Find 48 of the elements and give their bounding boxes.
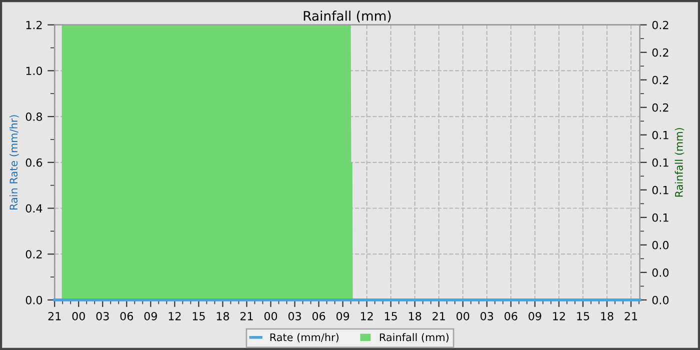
x-tick-label: 09: [528, 312, 542, 320]
y-tick-label: 0.8: [26, 112, 42, 121]
x-tick-label: 21: [432, 312, 445, 320]
y2-tick-label: 0.2: [652, 103, 668, 112]
y2-tick-label: 0.1: [652, 213, 668, 222]
y-tick-label: 1.0: [26, 66, 42, 76]
y-tick-label: 0.0: [26, 296, 42, 304]
x-tick-label: 21: [624, 312, 638, 320]
x-tick-label: 03: [288, 312, 301, 320]
x-tick-label: 15: [577, 312, 590, 320]
chart-title: Rainfall (mm): [304, 10, 391, 22]
x-tick-label: 00: [72, 312, 85, 320]
y2-tick-label: 0.2: [652, 48, 668, 57]
y-tick-label: 1.2: [26, 20, 42, 30]
x-tick-label: 00: [264, 312, 278, 320]
legend-label: Rainfall (mm): [380, 333, 448, 342]
x-tick-label: 12: [553, 312, 565, 320]
y2-tick-label: 0.1: [652, 186, 668, 194]
y2-tick-label: 0.0: [652, 296, 669, 304]
y2-tick-label: 0.0: [652, 268, 669, 277]
x-tick-label: 15: [384, 312, 397, 320]
x-tick-label: 12: [360, 312, 373, 320]
x-tick-label: 18: [408, 312, 422, 320]
y-tick-label: 0.4: [26, 204, 42, 213]
x-tick-label: 09: [336, 312, 350, 320]
x-tick-label: 06: [120, 312, 134, 320]
x-tick-label: 12: [168, 312, 181, 320]
x-tick-label: 03: [480, 312, 494, 320]
y2-tick-label: 0.0: [652, 240, 669, 250]
y2-tick-label: 0.1: [652, 130, 668, 140]
x-tick-label: 06: [504, 312, 518, 320]
x-tick-label: 09: [144, 312, 157, 320]
x-tick-label: 15: [192, 312, 205, 320]
y-tick-label: 0.2: [26, 250, 42, 258]
y2-tick-label: 0.2: [652, 20, 668, 30]
x-tick-label: 06: [312, 312, 326, 320]
x-tick-label: 21: [240, 312, 253, 320]
y2-tick-label: 0.1: [652, 158, 668, 167]
y2-tick-label: 0.2: [652, 76, 668, 84]
x-tick-label: 21: [48, 312, 61, 320]
x-tick-label: 18: [601, 312, 614, 320]
y2-axis-title: Rainfall (mm): [674, 128, 684, 197]
legend-label: Rate (mm/hr): [270, 333, 338, 342]
x-tick-label: 03: [96, 312, 109, 320]
y-tick-label: 0.6: [26, 158, 42, 167]
x-tick-label: 00: [456, 312, 470, 320]
x-tick-label: 18: [216, 312, 230, 320]
y-axis-title: Rain Rate (mm/hr): [9, 115, 19, 210]
